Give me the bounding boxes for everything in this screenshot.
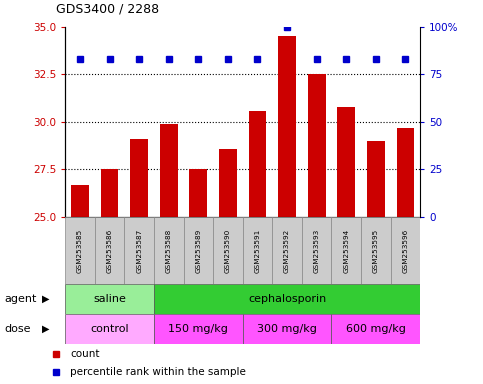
Bar xyxy=(95,217,125,284)
Bar xyxy=(71,185,89,217)
Bar xyxy=(130,139,148,217)
Bar xyxy=(361,217,391,284)
Bar xyxy=(278,36,296,217)
Bar xyxy=(213,217,242,284)
Bar xyxy=(65,284,154,314)
Text: count: count xyxy=(70,349,99,359)
Bar xyxy=(154,284,420,314)
Bar xyxy=(242,217,272,284)
Text: GSM253589: GSM253589 xyxy=(195,228,201,273)
Text: 150 mg/kg: 150 mg/kg xyxy=(169,324,228,334)
Text: cephalosporin: cephalosporin xyxy=(248,294,326,304)
Text: GSM253595: GSM253595 xyxy=(373,228,379,273)
Bar xyxy=(249,111,267,217)
Text: GSM253586: GSM253586 xyxy=(107,228,113,273)
Bar xyxy=(302,217,331,284)
Text: agent: agent xyxy=(5,294,37,304)
Bar xyxy=(397,127,414,217)
Bar xyxy=(331,314,420,344)
Bar xyxy=(65,217,95,284)
Bar xyxy=(242,314,331,344)
Text: GSM253593: GSM253593 xyxy=(313,228,320,273)
Text: GSM253596: GSM253596 xyxy=(402,228,409,273)
Text: GSM253588: GSM253588 xyxy=(166,228,172,273)
Text: control: control xyxy=(90,324,129,334)
Text: GSM253585: GSM253585 xyxy=(77,228,83,273)
Bar xyxy=(101,169,118,217)
Text: ▶: ▶ xyxy=(42,294,50,304)
Text: GSM253592: GSM253592 xyxy=(284,228,290,273)
Bar xyxy=(308,74,326,217)
Text: percentile rank within the sample: percentile rank within the sample xyxy=(70,367,246,377)
Bar xyxy=(125,217,154,284)
Bar xyxy=(367,141,384,217)
Text: GDS3400 / 2288: GDS3400 / 2288 xyxy=(56,2,159,15)
Text: dose: dose xyxy=(5,324,31,334)
Bar xyxy=(272,217,302,284)
Text: saline: saline xyxy=(93,294,126,304)
Bar xyxy=(331,217,361,284)
Bar xyxy=(184,217,213,284)
Bar xyxy=(189,169,207,217)
Bar xyxy=(337,107,355,217)
Bar xyxy=(154,314,243,344)
Text: 600 mg/kg: 600 mg/kg xyxy=(346,324,406,334)
Bar xyxy=(154,217,184,284)
Text: ▶: ▶ xyxy=(42,324,50,334)
Text: GSM253590: GSM253590 xyxy=(225,228,231,273)
Bar xyxy=(391,217,420,284)
Text: GSM253591: GSM253591 xyxy=(255,228,260,273)
Bar xyxy=(65,314,154,344)
Bar xyxy=(219,149,237,217)
Text: GSM253594: GSM253594 xyxy=(343,228,349,273)
Text: GSM253587: GSM253587 xyxy=(136,228,142,273)
Bar xyxy=(160,124,178,217)
Text: 300 mg/kg: 300 mg/kg xyxy=(257,324,317,334)
